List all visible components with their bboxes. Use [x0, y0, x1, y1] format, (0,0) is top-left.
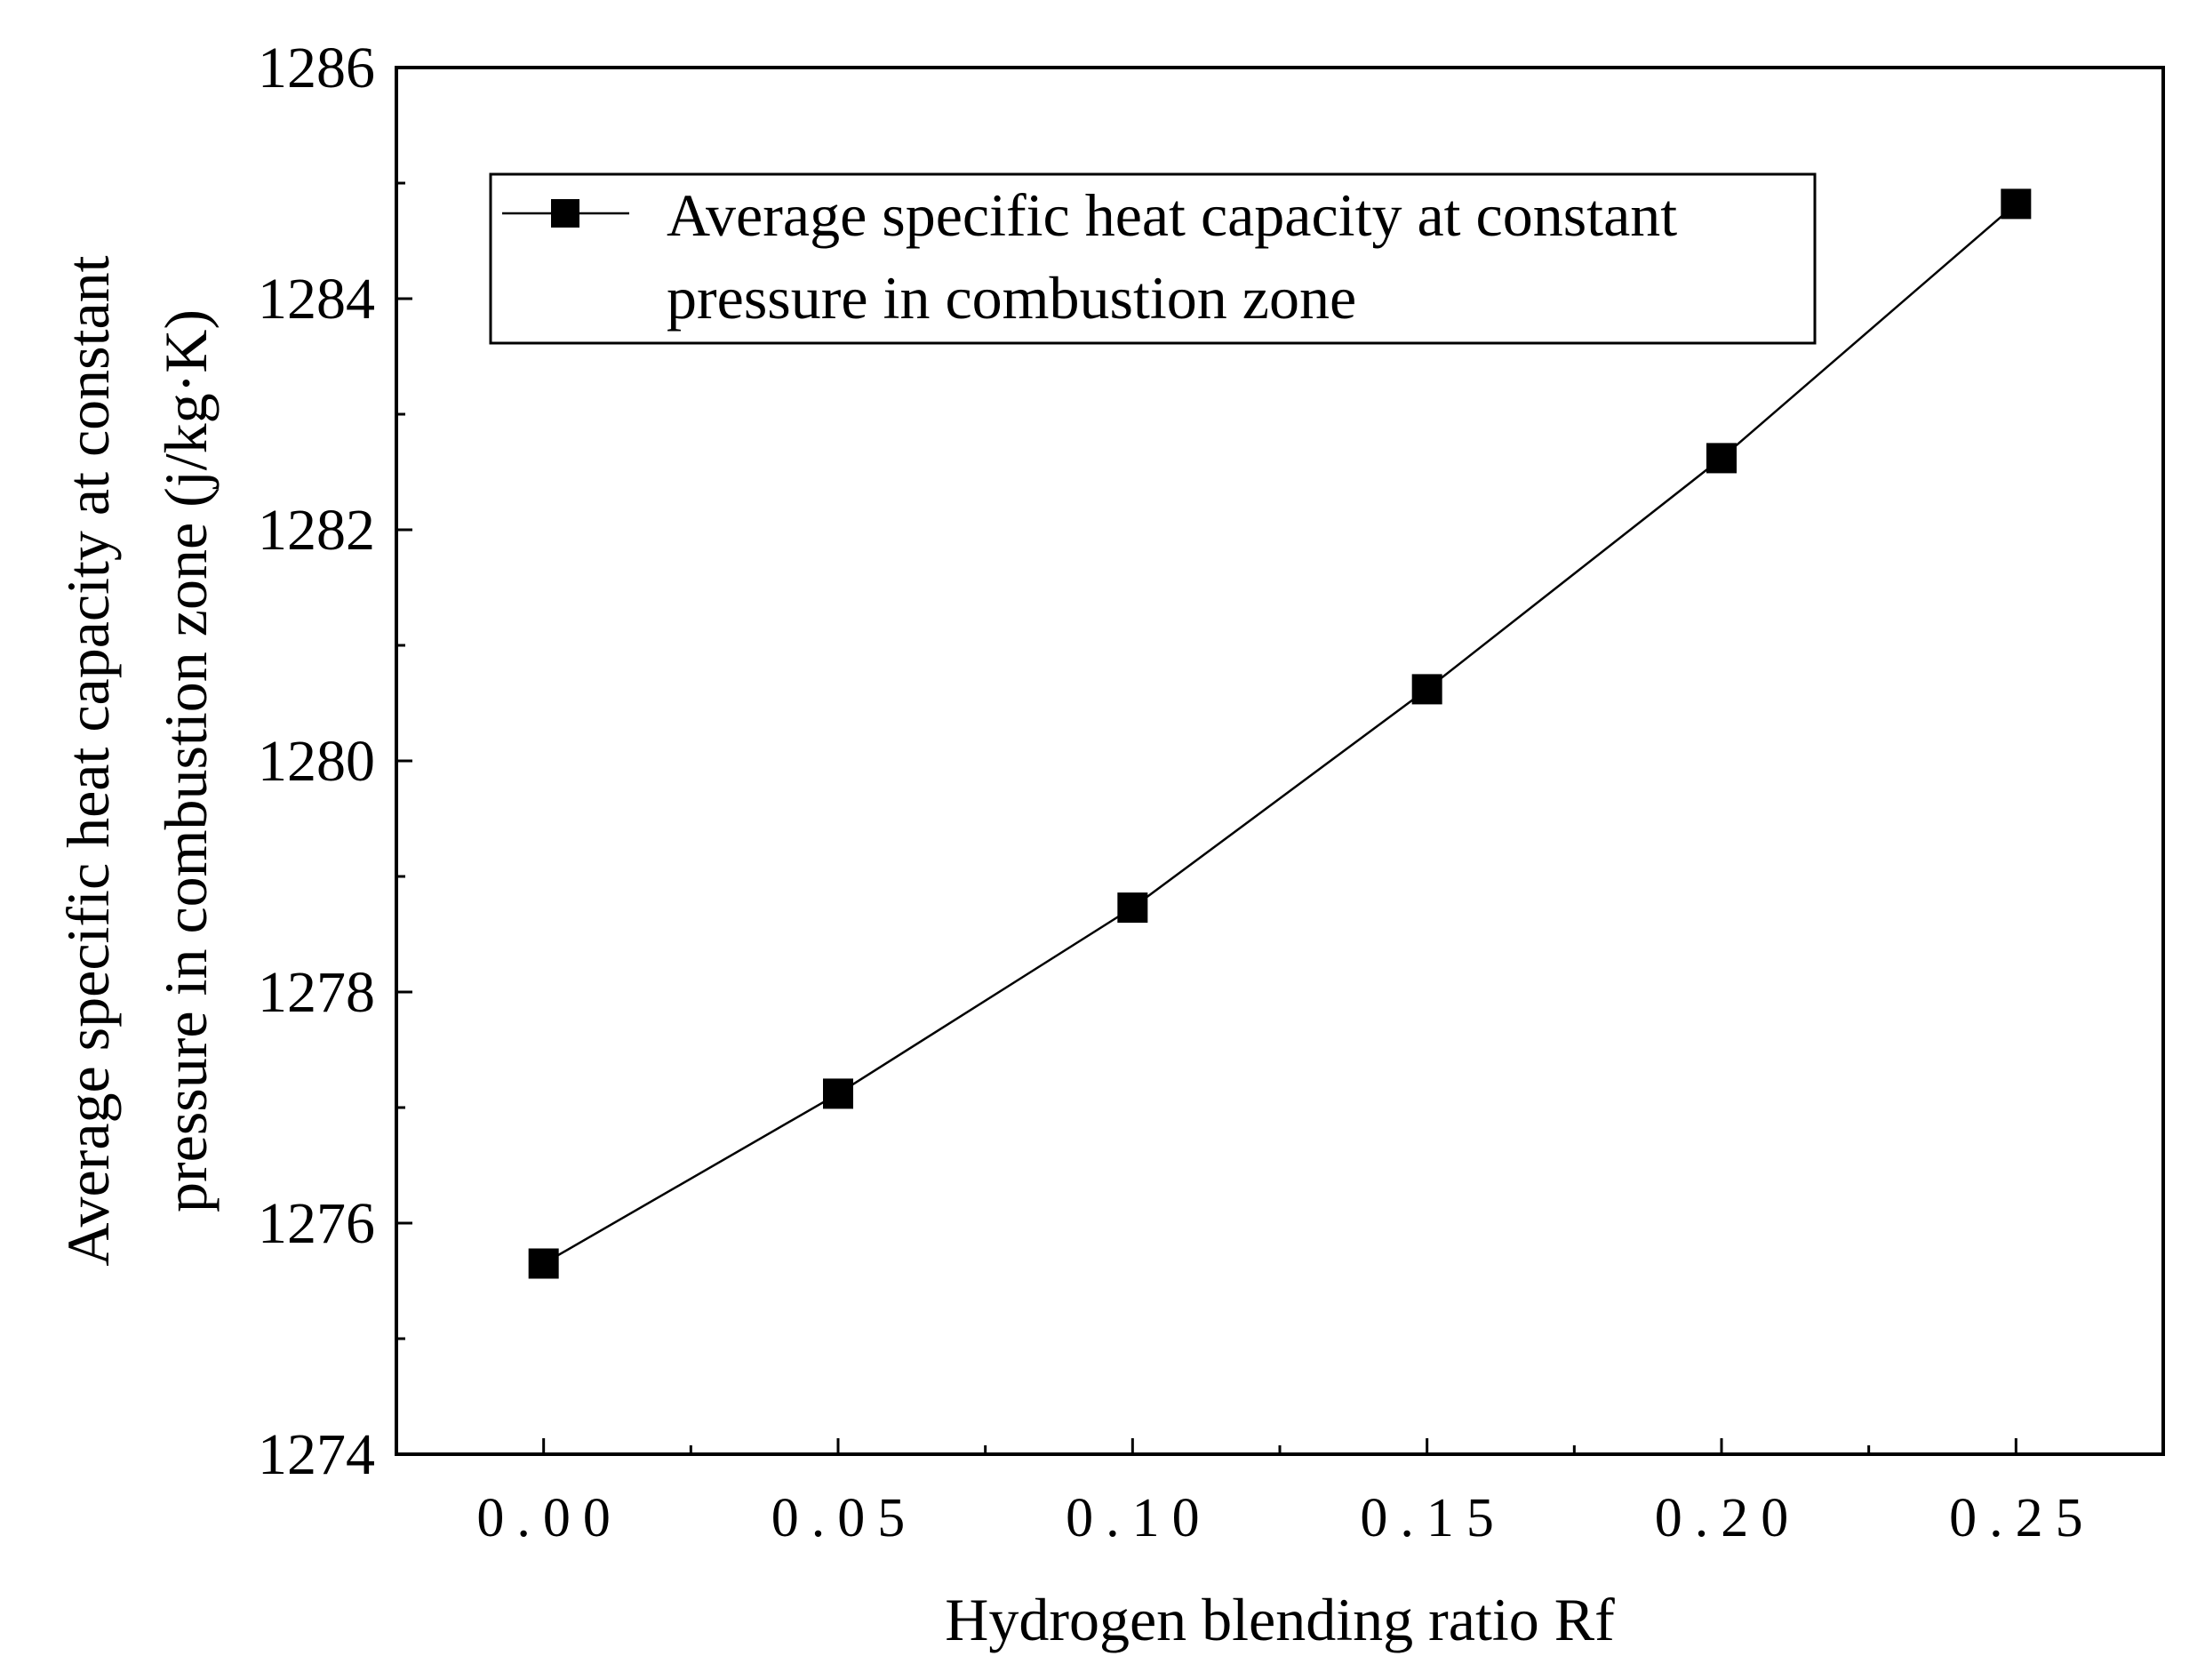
- x-tick-label: 0.25: [1949, 1488, 2096, 1548]
- data-point-marker: [528, 1248, 559, 1279]
- series-line: [543, 203, 2017, 1265]
- data-point-marker: [823, 1078, 853, 1109]
- data-point-marker: [2001, 188, 2032, 220]
- series-layer: [528, 188, 2032, 1279]
- y-axis: 1274 1276 1278 1280 1282 1284 1286: [258, 36, 412, 1487]
- x-tick-label: 0.00: [476, 1488, 623, 1548]
- x-axis: 0.00 0.05 0.10 0.15 0.20 0.25: [476, 1438, 2096, 1548]
- data-point-marker: [1117, 892, 1148, 924]
- y-tick-label: 1280: [258, 729, 375, 794]
- legend-marker-square: [551, 199, 579, 228]
- x-tick-label: 0.05: [771, 1488, 918, 1548]
- data-point-marker: [1411, 674, 1442, 705]
- y-tick-label: 1278: [258, 960, 375, 1025]
- y-tick-label: 1282: [258, 498, 375, 563]
- y-tick-label: 1276: [258, 1191, 375, 1256]
- legend-label-line-1: Average specific heat capacity at consta…: [667, 181, 1677, 249]
- x-tick-label: 0.15: [1360, 1488, 1506, 1548]
- y-axis-title-line-1: Average specific heat capacity at consta…: [54, 255, 122, 1266]
- data-point-marker: [1706, 443, 1737, 474]
- legend: Average specific heat capacity at consta…: [489, 172, 1817, 345]
- x-tick-label: 0.20: [1655, 1488, 1802, 1548]
- y-axis-title-line-2: pressure in combustion zone (j/kg·K): [152, 309, 220, 1212]
- legend-label-line-2: pressure in combustion zone: [667, 264, 1356, 332]
- y-tick-label: 1274: [258, 1422, 375, 1487]
- x-axis-title: Hydrogen blending ratio Rf: [945, 1586, 1615, 1653]
- y-tick-label: 1284: [258, 267, 375, 332]
- x-tick-label: 0.10: [1066, 1488, 1212, 1548]
- y-tick-label: 1286: [258, 36, 375, 100]
- legend-box: [489, 172, 1817, 345]
- y-axis-title: Average specific heat capacity at consta…: [54, 255, 220, 1266]
